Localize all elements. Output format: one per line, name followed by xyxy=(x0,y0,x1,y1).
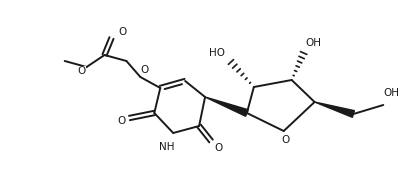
Text: O: O xyxy=(214,143,222,153)
Polygon shape xyxy=(205,97,248,116)
Text: HO: HO xyxy=(209,48,225,58)
Text: NH: NH xyxy=(160,142,175,152)
Text: OH: OH xyxy=(383,88,399,98)
Text: O: O xyxy=(118,27,127,37)
Text: O: O xyxy=(77,66,86,76)
Text: O: O xyxy=(282,135,290,145)
Text: O: O xyxy=(140,65,148,75)
Polygon shape xyxy=(314,102,354,117)
Text: O: O xyxy=(117,116,126,126)
Text: OH: OH xyxy=(306,38,322,48)
